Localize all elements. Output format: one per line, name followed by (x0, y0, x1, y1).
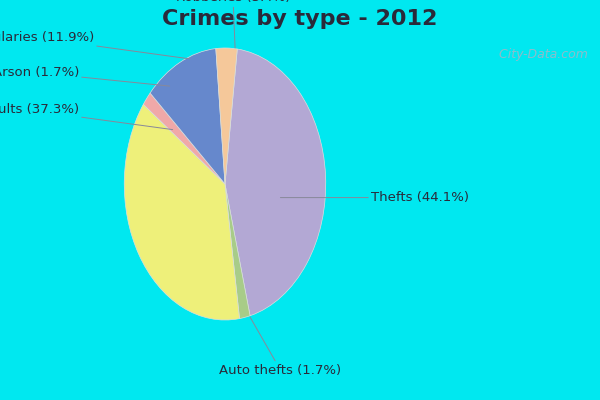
Wedge shape (124, 104, 239, 320)
Wedge shape (225, 49, 326, 316)
Text: Assaults (37.3%): Assaults (37.3%) (0, 103, 173, 130)
Text: Crimes by type - 2012: Crimes by type - 2012 (163, 9, 437, 29)
Text: Robberies (3.4%): Robberies (3.4%) (176, 0, 290, 48)
Wedge shape (225, 184, 250, 318)
Wedge shape (143, 93, 225, 184)
Text: Arson (1.7%): Arson (1.7%) (0, 66, 170, 86)
Text: Thefts (44.1%): Thefts (44.1%) (280, 191, 469, 204)
Text: Burglaries (11.9%): Burglaries (11.9%) (0, 31, 190, 59)
Text: Auto thefts (1.7%): Auto thefts (1.7%) (220, 317, 341, 376)
Wedge shape (216, 48, 237, 184)
Text: City-Data.com: City-Data.com (495, 48, 588, 61)
Wedge shape (150, 48, 225, 184)
